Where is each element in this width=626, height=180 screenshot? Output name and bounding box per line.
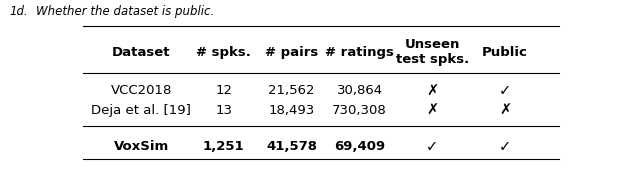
Text: # ratings: # ratings — [325, 46, 394, 59]
Text: 12: 12 — [215, 84, 232, 97]
Text: 30,864: 30,864 — [337, 84, 382, 97]
Text: 21,562: 21,562 — [269, 84, 315, 97]
Text: 1d.: 1d. — [9, 5, 28, 18]
Text: ✓: ✓ — [499, 83, 511, 98]
Text: ✗: ✗ — [426, 103, 439, 118]
Text: Deja et al. [19]: Deja et al. [19] — [91, 104, 192, 117]
Text: ✓: ✓ — [499, 139, 511, 154]
Text: 69,409: 69,409 — [334, 140, 385, 153]
Text: 730,308: 730,308 — [332, 104, 387, 117]
Text: ✓: ✓ — [426, 139, 439, 154]
Text: Public: Public — [482, 46, 528, 59]
Text: 13: 13 — [215, 104, 232, 117]
Text: Whether the dataset is public.: Whether the dataset is public. — [36, 5, 215, 18]
Text: 41,578: 41,578 — [266, 140, 317, 153]
Text: VCC2018: VCC2018 — [111, 84, 172, 97]
Text: 1,251: 1,251 — [203, 140, 245, 153]
Text: Unseen
test spks.: Unseen test spks. — [396, 38, 469, 66]
Text: VoxSim: VoxSim — [114, 140, 169, 153]
Text: # spks.: # spks. — [197, 46, 251, 59]
Text: ✗: ✗ — [426, 83, 439, 98]
Text: 18,493: 18,493 — [269, 104, 315, 117]
Text: ✗: ✗ — [499, 103, 511, 118]
Text: Dataset: Dataset — [112, 46, 170, 59]
Text: # pairs: # pairs — [265, 46, 319, 59]
